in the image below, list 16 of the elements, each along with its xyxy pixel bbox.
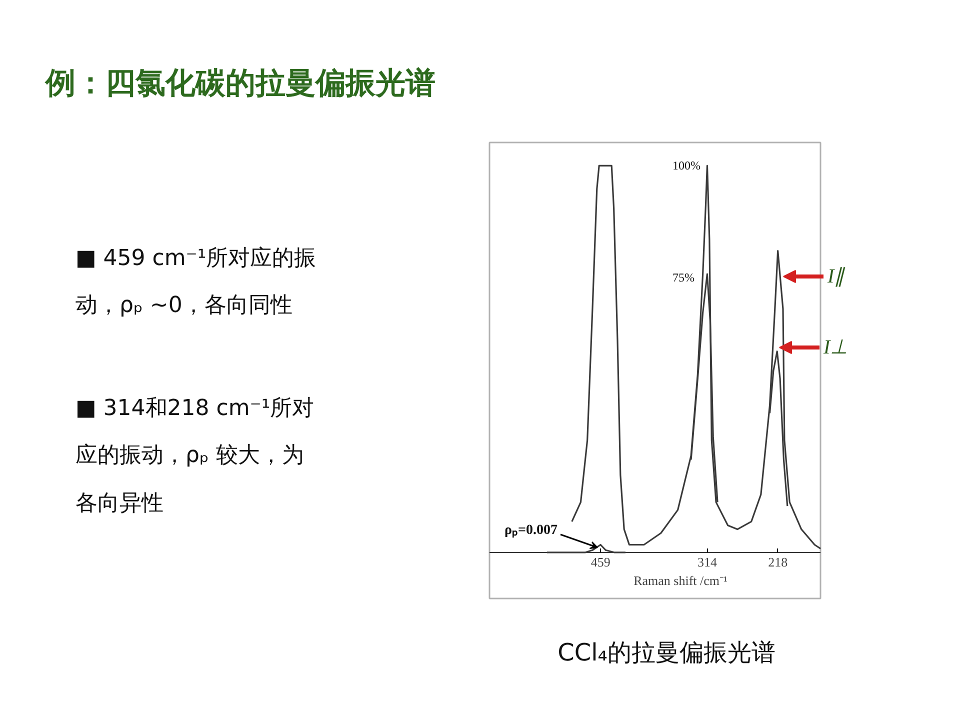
x-axis-title: Raman shift /cm⁻¹	[634, 573, 728, 588]
text: ■ 459 cm⁻¹所对应的振	[76, 246, 316, 271]
text: 动，ρₚ ~0，各向同性	[76, 293, 292, 318]
annotation: 75%	[672, 270, 695, 284]
text: 各向异性	[76, 491, 164, 516]
annotation: ρₚ=0.007	[504, 523, 558, 538]
x-tick-label: 459	[590, 554, 610, 570]
text: I⊥	[822, 336, 848, 358]
text: 例：四氯化碳的拉曼偏振光谱	[44, 66, 436, 101]
text: I∥	[826, 266, 846, 288]
x-tick-label: 218	[768, 554, 788, 570]
text: 应的振动，ρₚ 较大，为	[76, 443, 304, 468]
text: ■ 314和218 cm⁻¹所对	[76, 396, 314, 421]
annotation: 100%	[672, 158, 701, 172]
x-tick-label: 314	[697, 554, 718, 570]
text: CCl₄的拉曼偏振光谱	[558, 638, 776, 666]
